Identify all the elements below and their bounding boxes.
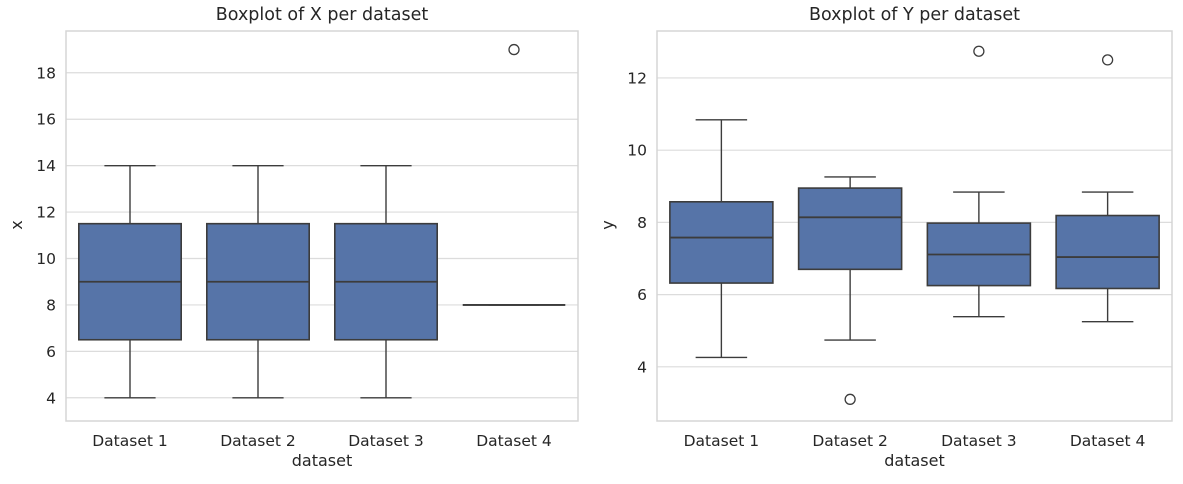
outlier-point: [1101, 54, 1114, 66]
y-tick-label: 6: [46, 343, 56, 361]
y-tick-label: 8: [46, 296, 56, 314]
x-tick-label: Dataset 1: [92, 432, 168, 450]
y-tick-label: 18: [36, 64, 56, 82]
plot-frame: [65, 30, 579, 422]
outlier-point: [844, 393, 856, 405]
y-tick-label: 14: [36, 157, 56, 175]
plot-frame: [656, 30, 1173, 422]
chart-title: Boxplot of Y per dataset: [808, 5, 1021, 25]
box: [797, 187, 903, 271]
y-tick-label: 10: [36, 250, 56, 268]
y-tick-label: 4: [637, 358, 647, 376]
box: [1055, 214, 1160, 290]
x-axis-label: dataset: [291, 451, 353, 470]
x-tick-label: Dataset 3: [941, 432, 1017, 450]
x-tick-label: Dataset 4: [1070, 432, 1146, 450]
x-tick-label: Dataset 2: [812, 432, 888, 450]
y-tick-label: 6: [637, 286, 647, 304]
x-axis-label: dataset: [884, 451, 945, 470]
y-tick-label: 16: [36, 111, 56, 129]
boxplot-panel-x: Boxplot of X per dataset x dataset 4 6 8 10…: [0, 0, 591, 484]
y-tick-label: 8: [637, 214, 647, 232]
boxplot-canvas-y: 4 6 8 10 12 Dataset 1 Dataset 2 Dataset 3 Datase…: [627, 30, 1173, 450]
boxplot-canvas-x: 4 6 8 10 12 14 16 18 Dataset 1 Dataset 2 Dataset 3…: [36, 30, 579, 450]
x-tick-label: Dataset 4: [476, 432, 552, 450]
y-tick-label: 10: [627, 142, 647, 160]
chart-title: Boxplot of X per dataset: [215, 5, 429, 25]
outlier-point: [508, 43, 520, 56]
x-tick-label: Dataset 3: [348, 432, 424, 450]
y-tick-label: 12: [36, 204, 56, 222]
y-tick-label: 12: [627, 69, 647, 87]
box: [669, 201, 774, 284]
boxplot-panel-y: Boxplot of Y per dataset y dataset 4 6 8 10…: [591, 0, 1183, 484]
x-tick-label: Dataset 1: [684, 432, 760, 450]
outlier-point: [973, 45, 985, 57]
x-tick-label: Dataset 2: [220, 432, 296, 450]
y-tick-label: 4: [46, 389, 56, 407]
